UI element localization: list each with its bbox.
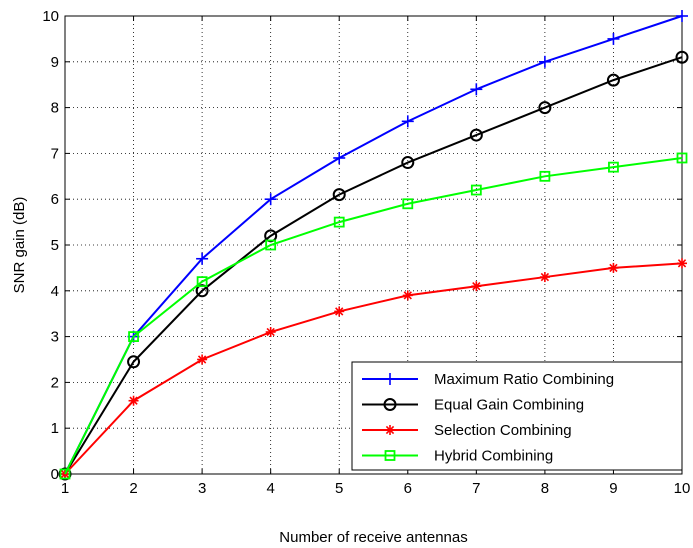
data-point: [196, 252, 209, 265]
data-point: [608, 262, 619, 273]
y-tick-label: 5: [51, 237, 59, 254]
data-point: [470, 83, 483, 96]
data-point: [196, 276, 208, 288]
x-tick-label: 10: [674, 480, 691, 497]
data-point: [265, 327, 276, 338]
y-tick-label: 2: [51, 374, 59, 391]
series-selection-combining: [60, 258, 687, 479]
legend-marker: [383, 398, 397, 411]
data-point: [538, 55, 551, 68]
data-point: [469, 128, 483, 142]
y-tick-label: 6: [51, 191, 59, 208]
data-point: [128, 331, 139, 343]
legend-marker: [385, 425, 395, 435]
data-point: [675, 50, 689, 64]
y-tick-label: 10: [42, 8, 59, 25]
x-tick-label: 5: [335, 480, 343, 497]
y-tick-label: 1: [51, 420, 59, 437]
data-point: [538, 101, 552, 115]
legend-marker: [384, 373, 396, 385]
data-point: [607, 32, 620, 45]
data-point: [264, 193, 277, 206]
data-point: [197, 354, 208, 365]
series-line: [64, 262, 683, 475]
data-point: [334, 306, 345, 317]
legend-marker: [384, 450, 396, 461]
x-axis-label: Number of receive antennas: [279, 529, 467, 546]
y-tick-label: 4: [51, 283, 59, 300]
data-point: [59, 468, 71, 480]
y-tick-label: 7: [51, 145, 59, 162]
series-lines: [58, 10, 689, 481]
series-line: [64, 156, 683, 475]
x-tick-label: 1: [61, 480, 69, 497]
legend-label: Equal Gain Combining: [434, 397, 584, 414]
data-point: [265, 239, 277, 251]
series-equal-gain-combining: [58, 50, 689, 481]
data-point: [401, 115, 414, 128]
x-tick-label: 7: [472, 480, 480, 497]
data-point: [676, 10, 688, 22]
data-point: [677, 258, 687, 269]
x-tick-label: 8: [541, 480, 549, 497]
data-point: [470, 184, 482, 196]
data-point: [127, 355, 141, 369]
x-tick-label: 4: [266, 480, 274, 497]
y-tick-label: 3: [51, 329, 59, 346]
legend: Maximum Ratio Combining Equal Gain Combin…: [351, 361, 683, 471]
data-point: [402, 198, 414, 210]
y-tick-label: 0: [51, 466, 59, 483]
x-tick-label: 2: [129, 480, 137, 497]
legend-item: Equal Gain Combining: [362, 397, 584, 414]
legend-label: Maximum Ratio Combining: [434, 371, 614, 388]
x-tick-label: 6: [404, 480, 412, 497]
legend-item: Selection Combining: [362, 422, 572, 439]
data-point: [333, 151, 346, 164]
data-point: [128, 395, 139, 406]
data-point: [539, 170, 551, 182]
x-tick-label: 3: [198, 480, 206, 497]
data-point: [402, 290, 413, 301]
y-axis-label: SNR gain (dB): [11, 197, 28, 294]
legend-item: Hybrid Combining: [362, 448, 553, 465]
data-point: [332, 188, 346, 202]
y-tick-label: 8: [51, 100, 59, 117]
y-tick-label: 9: [51, 54, 59, 71]
data-point: [676, 152, 688, 164]
data-point: [333, 216, 345, 228]
legend-label: Hybrid Combining: [434, 448, 553, 465]
data-point: [608, 161, 619, 173]
legend-label: Selection Combining: [434, 422, 572, 439]
data-point: [471, 281, 482, 292]
data-point: [401, 156, 415, 170]
legend-item: Maximum Ratio Combining: [362, 371, 614, 388]
series-hybrid-combining: [59, 152, 688, 480]
x-tick-label: 9: [609, 480, 617, 497]
series-line: [64, 15, 683, 475]
data-point: [58, 467, 72, 481]
series-line: [64, 56, 683, 475]
data-point: [539, 272, 550, 283]
data-point: [606, 73, 620, 87]
